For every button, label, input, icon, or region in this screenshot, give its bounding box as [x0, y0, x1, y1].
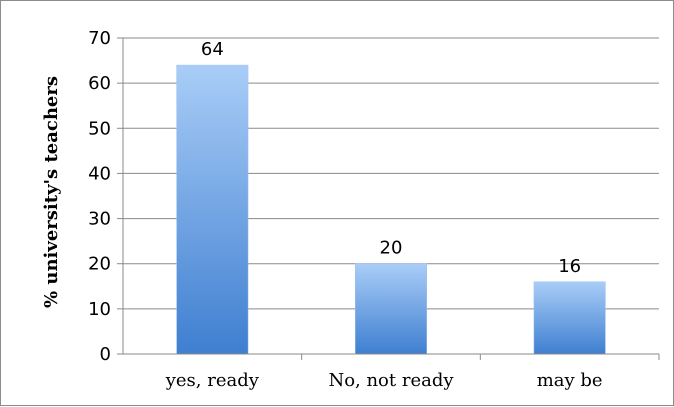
- x-category-label: may be: [537, 370, 603, 391]
- bar: [533, 281, 606, 355]
- bar-data-label: 64: [201, 39, 224, 60]
- x-category-label: yes, ready: [165, 370, 260, 391]
- bar-data-label: 20: [380, 238, 403, 259]
- y-tick-label: 0: [100, 344, 111, 365]
- bar: [176, 64, 249, 355]
- bars: [176, 64, 606, 355]
- bar: [355, 263, 427, 355]
- x-category-label: No, not ready: [328, 370, 454, 391]
- y-tick-label: 60: [88, 73, 111, 94]
- y-tick-label: 70: [88, 28, 111, 49]
- bar-data-label: 16: [558, 256, 581, 277]
- y-tick-label: 40: [88, 163, 111, 184]
- y-tick-label: 20: [88, 254, 111, 275]
- y-tick-label: 10: [88, 299, 111, 320]
- y-tick-label: 50: [88, 118, 111, 139]
- y-tick-label: 30: [88, 209, 111, 230]
- axes: [117, 37, 660, 360]
- labels: 0 10 20 30 40 50 60 70 yes, ready 64 No, not ready…: [88, 28, 603, 391]
- y-axis-title: % university's teachers: [41, 76, 62, 308]
